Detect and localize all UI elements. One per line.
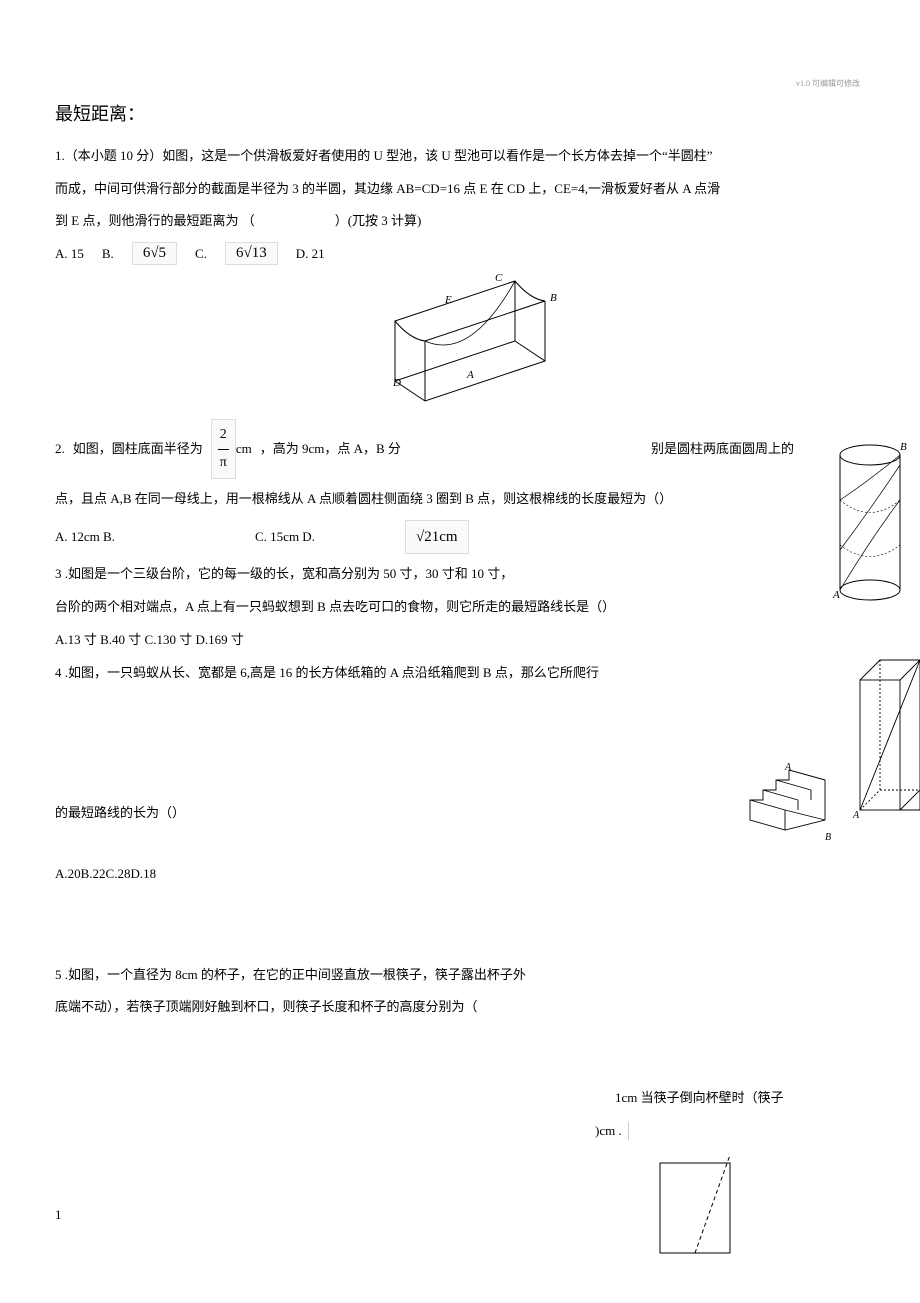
q5-tail2-row: )cm . <box>595 1119 865 1144</box>
q2-textc: 别是圆柱两底面圆周上的 <box>651 437 794 462</box>
q4-line1: 4 .如图，一只蚂蚁从长、宽都是 6,高是 16 的长方体纸箱的 A 点沿纸箱爬… <box>55 661 865 686</box>
q2-options: A. 12cm B. C. 15cm D. √21cm <box>55 520 865 555</box>
q4-line2: 的最短路线的长为（） <box>55 801 865 826</box>
q34-fig-A: A <box>784 762 792 773</box>
q2-texta: 如图，圆柱底面半径为 <box>73 437 203 462</box>
page-title: 最短距离： <box>55 100 865 126</box>
q2-frac-top: 2 <box>218 422 229 450</box>
q2-frac-unit: cm <box>236 437 252 462</box>
q1-line2b: 到 E 点，则他滑行的最短距离为 （ ）(兀按 3 计算) <box>55 209 865 234</box>
header-note: v1.0 可编辑可修改 <box>796 78 860 89</box>
q1-fig-A: A <box>466 369 474 381</box>
q2-optD-math: √21cm <box>405 520 469 555</box>
q5-figure <box>645 1153 865 1263</box>
q1-optA: A. 15 <box>55 246 84 262</box>
q1-fig-D: D <box>392 377 401 389</box>
q1-optB-math: 6√5 <box>132 242 177 265</box>
q2-textb: ，高为 9cm，点 A，B 分 <box>260 437 401 462</box>
q1-options: A. 15 B. 6√5 C. 6√13 D. 21 <box>55 242 865 265</box>
q2-fig-B: B <box>900 441 907 453</box>
q2-frac: 2 π <box>211 419 236 479</box>
q3-opts: A.13 寸 B.40 寸 C.130 寸 D.169 寸 <box>55 628 865 653</box>
svg-text:A: A <box>852 810 860 821</box>
q34-figure: A B B′ A B <box>745 640 920 840</box>
q2-fig-A: A <box>832 589 840 601</box>
q5-line2: 底端不动），若筷子顶端刚好触到杯口，则筷子长度和杯子的高度分别为（ <box>55 995 865 1020</box>
q1-optD: D. 21 <box>296 246 325 262</box>
q2-frac-bot: π <box>218 450 229 477</box>
q2-line2: 点，且点 A,B 在同一母线上，用一根棉线从 A 点顺着圆柱侧面绕 3 圈到 B… <box>55 487 865 512</box>
q2-optA: A. 12cm B. <box>55 525 255 550</box>
q1-line2a: 而成，中间可供滑行部分的截面是半径为 3 的半圆，其边缘 AB=CD=16 点 … <box>55 177 865 202</box>
q1-fig-E: E <box>444 294 452 306</box>
q2-optC: C. 15cm D. <box>255 525 405 550</box>
q1-line2b-text: 到 E 点，则他滑行的最短距离为 （ <box>55 209 255 234</box>
q2-pre: 2. <box>55 437 65 462</box>
q5-line1: 5 .如图，一个直径为 8cm 的杯子，在它的正中间竖直放一根筷子，筷子露出杯子… <box>55 963 865 988</box>
q1-optC: C. <box>195 246 207 262</box>
q5-tail1: 1cm 当筷子倒向杯壁时（筷子 <box>615 1086 865 1111</box>
q34-fig-B: B <box>825 832 831 840</box>
q5-tail2: )cm . <box>595 1119 622 1144</box>
q1-optC-math: 6√13 <box>225 242 278 265</box>
q4-opts: A.20B.22C.28D.18 <box>55 862 865 887</box>
q3-line2: 台阶的两个相对端点，A 点上有一只蚂蚁想到 B 点去吃可口的食物，则它所走的最短… <box>55 595 865 620</box>
q3-line1: 3 .如图是一个三级台阶，它的每一级的长，宽和高分别为 50 寸，30 寸和 1… <box>55 562 865 587</box>
q1-fig-B: B <box>550 292 557 304</box>
q2-figure: A B <box>830 440 910 610</box>
page-number: 1 <box>55 1207 62 1223</box>
q1-optB: B. <box>102 246 114 262</box>
q1-fig-C: C <box>495 272 503 284</box>
q2-line1: 2. 如图，圆柱底面半径为 2 π cm ，高为 9cm，点 A，B 分 别是圆… <box>55 419 865 479</box>
q1-figure: D A B C E <box>375 271 865 411</box>
q1-line2c-text: ）(兀按 3 计算) <box>335 209 422 234</box>
q1-line1: 1.（本小题 10 分）如图，这是一个供滑板爱好者使用的 U 型池，该 U 型池… <box>55 144 865 169</box>
